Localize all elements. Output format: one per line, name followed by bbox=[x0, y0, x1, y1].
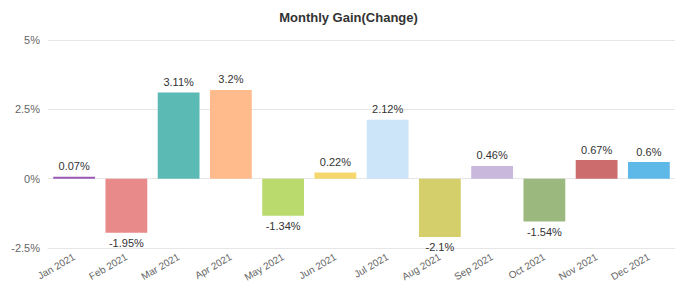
svg-text:-2.1%: -2.1% bbox=[426, 241, 455, 253]
svg-text:Nov 2021: Nov 2021 bbox=[557, 251, 600, 282]
svg-text:3.11%: 3.11% bbox=[163, 76, 194, 88]
svg-text:0.46%: 0.46% bbox=[477, 149, 508, 161]
svg-text:0%: 0% bbox=[24, 173, 40, 185]
svg-text:2.12%: 2.12% bbox=[372, 103, 403, 115]
svg-text:Jul 2021: Jul 2021 bbox=[352, 251, 391, 280]
svg-text:-2.5%: -2.5% bbox=[11, 242, 40, 254]
svg-text:-1.54%: -1.54% bbox=[527, 226, 562, 238]
svg-text:0.07%: 0.07% bbox=[59, 160, 90, 172]
svg-text:Mar 2021: Mar 2021 bbox=[139, 251, 181, 282]
svg-text:Apr 2021: Apr 2021 bbox=[193, 251, 234, 281]
svg-text:Sep 2021: Sep 2021 bbox=[452, 251, 495, 282]
svg-text:Jan 2021: Jan 2021 bbox=[36, 251, 77, 281]
svg-text:Dec 2021: Dec 2021 bbox=[609, 251, 652, 282]
svg-text:-1.34%: -1.34% bbox=[266, 220, 301, 232]
svg-text:0.67%: 0.67% bbox=[581, 144, 612, 156]
svg-text:3.2%: 3.2% bbox=[218, 73, 243, 85]
svg-text:Feb 2021: Feb 2021 bbox=[87, 251, 129, 282]
svg-text:Oct 2021: Oct 2021 bbox=[507, 251, 548, 281]
svg-text:Monthly Gain(Change): Monthly Gain(Change) bbox=[279, 10, 418, 25]
svg-text:-1.95%: -1.95% bbox=[109, 237, 144, 249]
svg-text:0.22%: 0.22% bbox=[320, 156, 351, 168]
svg-text:5%: 5% bbox=[24, 34, 40, 46]
svg-text:Jun 2021: Jun 2021 bbox=[297, 251, 338, 281]
svg-text:0.6%: 0.6% bbox=[636, 146, 661, 158]
svg-text:May 2021: May 2021 bbox=[242, 251, 286, 283]
svg-text:2.5%: 2.5% bbox=[15, 103, 40, 115]
svg-text:Aug 2021: Aug 2021 bbox=[400, 251, 443, 282]
